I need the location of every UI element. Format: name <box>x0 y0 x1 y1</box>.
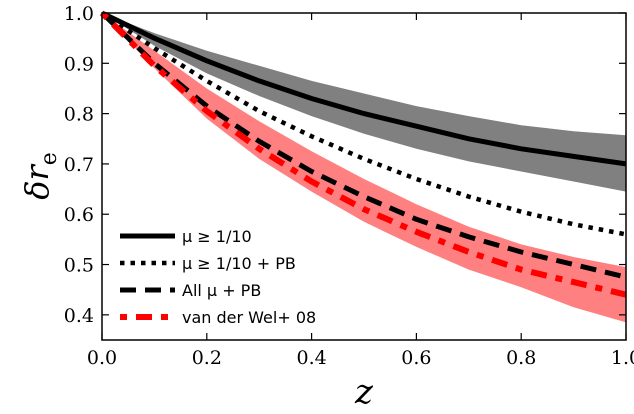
series-line-2 <box>100 11 627 280</box>
x-tick-label: 0.0 <box>87 347 117 369</box>
x-tick-label: 0.6 <box>401 347 431 369</box>
legend-label-2: All μ + PB <box>182 281 261 300</box>
y-tick-label: 0.6 <box>64 204 94 226</box>
x-axis-label: z <box>354 372 374 412</box>
axis-ticks: 0.0 0.2 0.4 0.6 0.8 1.0 0.4 0.5 0.6 0.7 0.8 0.9 1.0 <box>64 3 634 369</box>
series-lines <box>99 10 627 298</box>
x-tick-label: 0.2 <box>192 347 222 369</box>
svg-text:δre: δre <box>18 152 62 200</box>
legend-label-1: μ ≥ 1/10 + PB <box>182 254 296 273</box>
series-line-0 <box>100 10 627 167</box>
x-tick-label: 0.4 <box>296 347 326 369</box>
legend-label-0: μ ≥ 1/10 <box>182 227 252 246</box>
uncertainty-bands <box>102 13 626 323</box>
y-tick-label: 0.7 <box>64 154 94 176</box>
legend: μ ≥ 1/10 μ ≥ 1/10 + PB All μ + PB van der W… <box>120 227 316 327</box>
legend-label-3: van der Wel+ 08 <box>182 308 316 327</box>
y-tick-label: 0.5 <box>64 255 94 277</box>
plot-frame <box>101 12 627 341</box>
y-axis-label-main: δr <box>18 164 56 200</box>
y-tick-label: 1.0 <box>64 3 94 25</box>
y-axis-label: δre <box>18 152 62 200</box>
band-0 <box>102 13 626 192</box>
y-tick-label: 0.9 <box>64 53 94 75</box>
x-tick-label: 0.8 <box>506 347 536 369</box>
y-tick-label: 0.4 <box>64 305 94 327</box>
series-line-1 <box>100 11 627 237</box>
y-tick-label: 0.8 <box>64 104 94 126</box>
x-tick-label: 1.0 <box>611 347 634 369</box>
series-line-3 <box>99 10 627 298</box>
y-axis-label-subscript: e <box>37 152 62 165</box>
